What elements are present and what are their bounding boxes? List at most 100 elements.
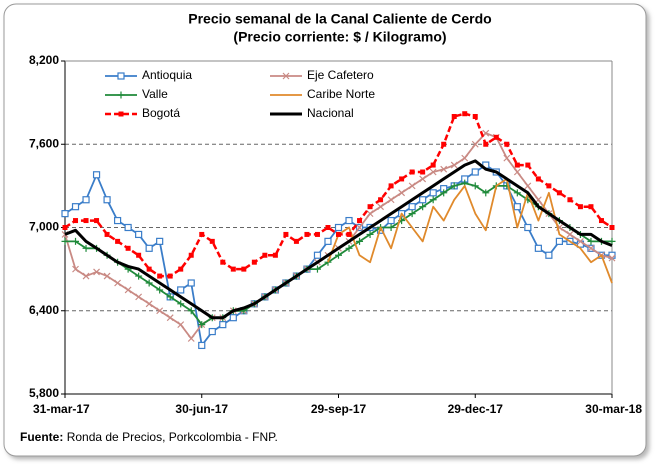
marker [408,182,416,190]
marker [462,111,468,117]
marker [145,279,153,287]
marker [588,204,594,210]
source-text: Ronda de Precios, Porkcolombia - FNP. [67,430,278,444]
marker [377,203,385,211]
chart-title: Precio semanal de la Canal Caliente de C… [188,11,491,27]
y-tick-label: 6,400 [29,303,59,317]
source-label: Fuente: [20,430,63,444]
series [327,178,613,284]
marker [166,293,174,301]
marker [82,272,90,280]
marker [577,204,583,210]
marker [429,196,437,204]
marker [178,266,184,272]
marker [198,341,206,350]
marker [82,196,90,204]
marker [209,238,215,244]
marker [324,237,332,245]
marker [82,244,90,252]
marker [335,251,342,259]
marker [146,266,152,272]
marker [471,168,479,176]
marker [117,91,125,99]
series [62,111,615,279]
marker [419,203,427,211]
y-tick-label: 5,800 [29,386,59,400]
marker [92,171,101,179]
marker [62,225,68,230]
marker [451,114,457,119]
marker [135,272,143,280]
marker [534,244,542,252]
marker [461,154,469,162]
marker [283,231,289,237]
marker [103,272,111,280]
plot-area: 5,800 6,400 7,000 7,600 8,200 31-mar-17 30-jun… [29,53,642,416]
marker [272,252,278,258]
x-tick-label: 30-jun-17 [175,402,228,416]
marker [356,224,363,231]
marker [493,134,499,140]
marker [94,218,100,224]
marker [608,237,616,245]
marker [524,182,532,190]
marker [262,252,268,258]
marker [157,273,163,279]
marker [135,293,143,301]
marker [420,169,426,175]
legend-label: Caribe Norte [307,87,375,101]
marker [167,273,173,279]
marker [177,286,185,294]
marker [419,175,427,183]
marker [251,259,257,265]
marker [587,244,595,252]
marker [482,129,490,137]
marker [114,279,122,287]
y-tick-label: 7,000 [29,220,59,234]
legend-label: Antioquia [142,68,192,82]
marker [450,182,458,190]
legend-label: Eje Cafetero [307,68,374,82]
marker [334,223,343,232]
marker [587,237,595,245]
marker [118,111,124,117]
marker [282,72,290,80]
marker [124,223,132,232]
marker [187,335,195,342]
marker [156,237,164,245]
marker [313,251,322,259]
marker [399,176,405,182]
x-tick-label: 29-dec-17 [448,402,504,416]
marker [440,165,448,173]
marker [387,216,395,225]
marker [430,162,436,168]
marker [577,237,584,245]
marker [471,140,479,148]
marker [345,244,353,252]
marker [125,245,131,251]
marker [220,259,226,265]
marker [482,189,490,197]
marker [408,203,416,211]
marker [325,225,331,230]
marker [408,210,416,218]
marker [61,210,69,218]
series-line [64,159,613,320]
marker [409,169,415,175]
marker [545,251,553,259]
marker [93,268,100,276]
y-tick-label: 7,600 [29,136,59,150]
marker [198,321,206,329]
marker [441,141,447,147]
series-line [327,178,613,284]
marker [356,237,364,245]
marker [208,327,216,336]
marker [115,238,121,244]
x-tick-label: 31-mar-17 [33,402,90,416]
marker [513,168,521,176]
marker [72,265,79,273]
x-tick-label: 30-mar-18 [585,402,642,416]
marker [314,231,320,237]
marker [156,307,164,315]
marker [514,162,520,168]
